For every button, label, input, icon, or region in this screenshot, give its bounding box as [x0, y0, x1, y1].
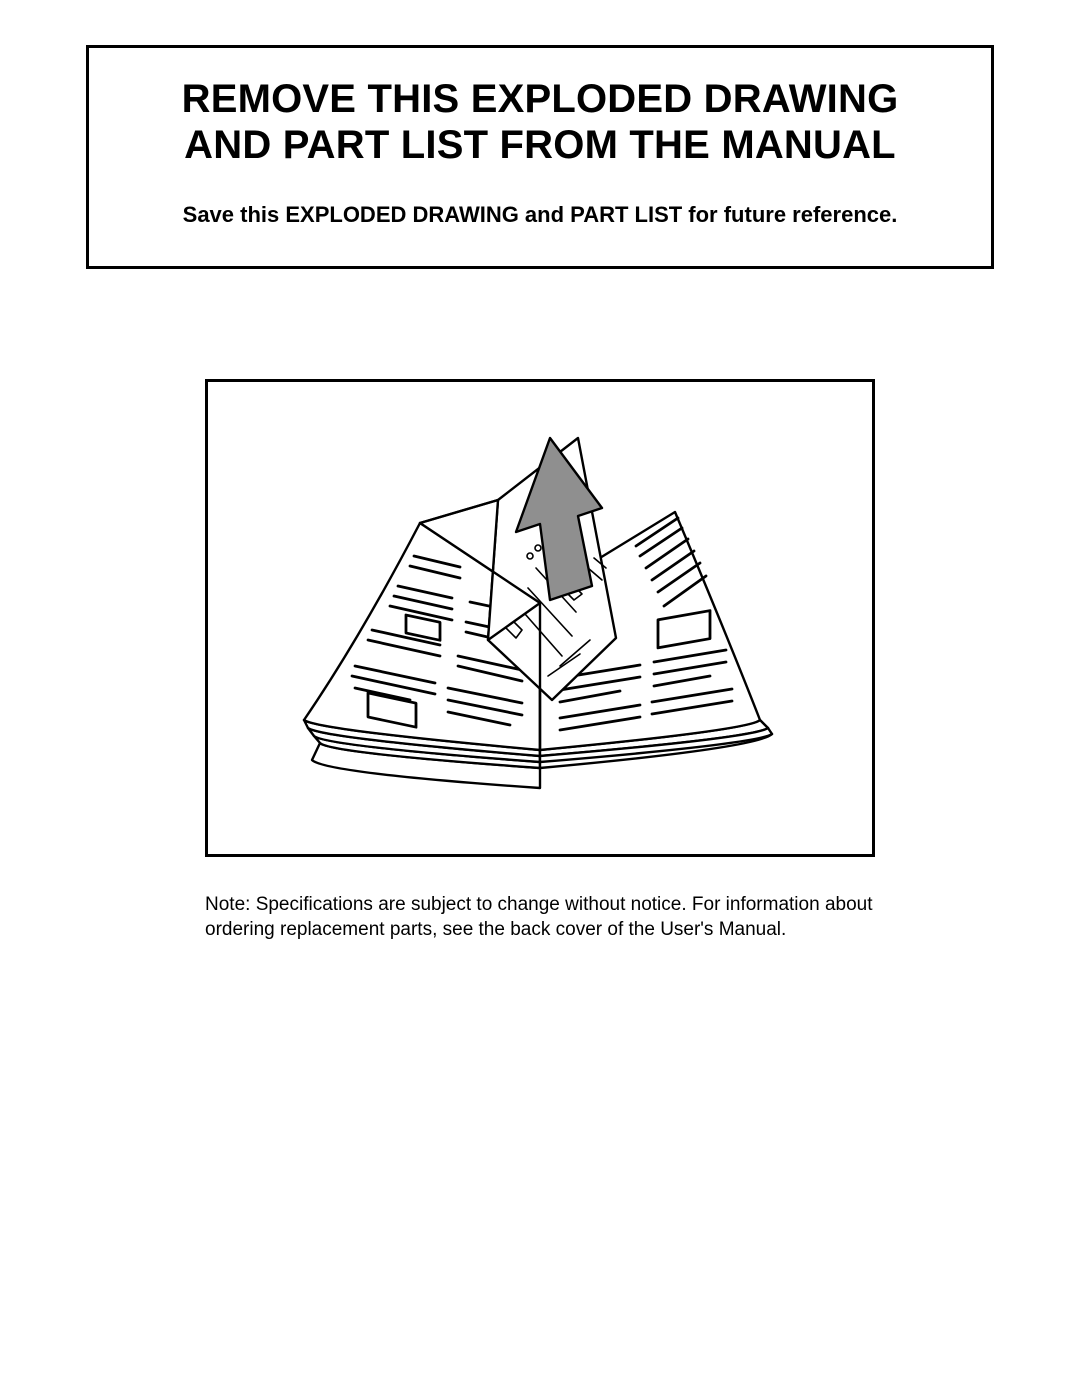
document-page: REMOVE THIS EXPLODED DRAWING AND PART LI… — [0, 0, 1080, 1397]
open-manual-icon — [260, 408, 820, 828]
notice-title: REMOVE THIS EXPLODED DRAWING AND PART LI… — [117, 76, 963, 168]
notice-box: REMOVE THIS EXPLODED DRAWING AND PART LI… — [86, 45, 994, 269]
notice-title-line1: REMOVE THIS EXPLODED DRAWING — [117, 76, 963, 122]
notice-title-line2: AND PART LIST FROM THE MANUAL — [117, 122, 963, 168]
footnote-text: Note: Specifications are subject to chan… — [205, 893, 875, 942]
figure-box — [205, 379, 875, 857]
notice-subtitle: Save this EXPLODED DRAWING and PART LIST… — [117, 202, 963, 228]
